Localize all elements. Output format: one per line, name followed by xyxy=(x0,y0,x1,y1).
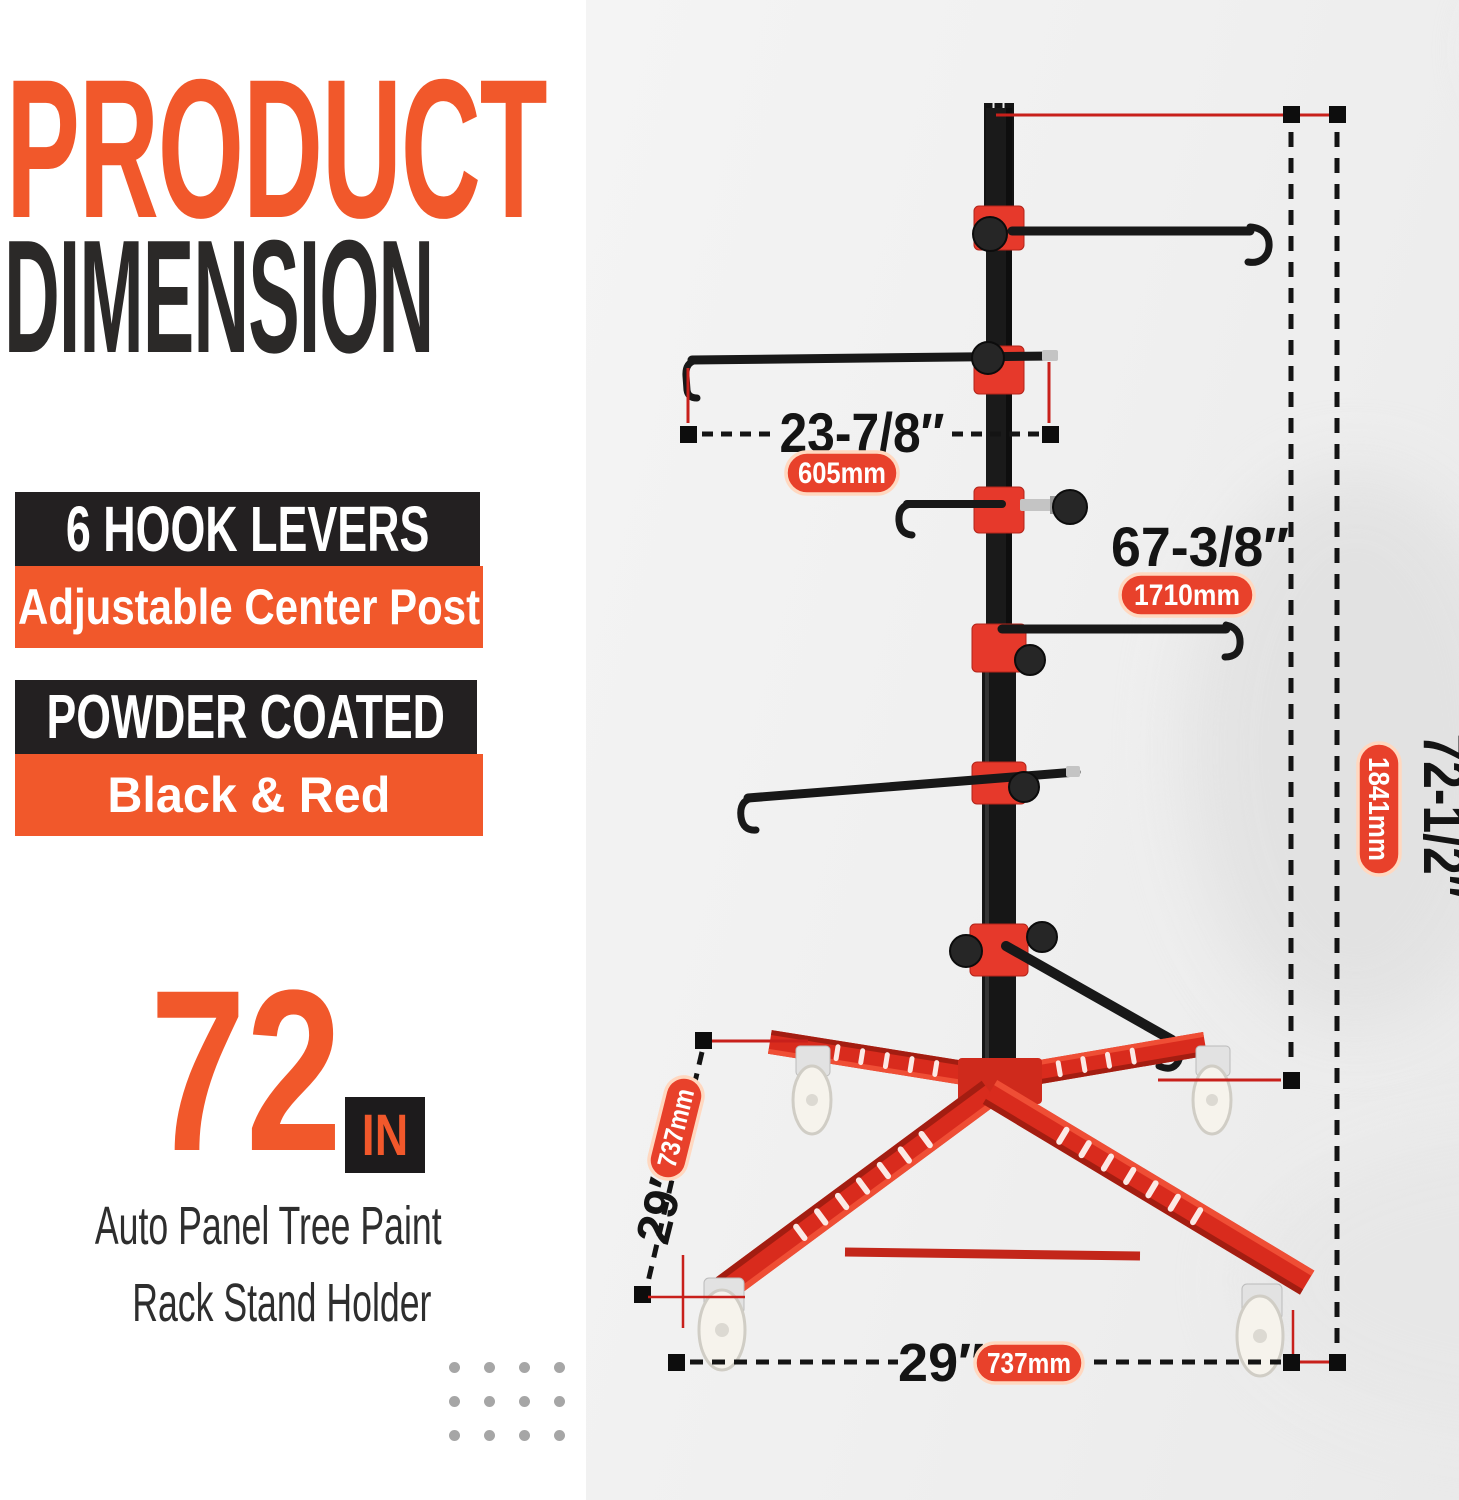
dot xyxy=(449,1362,460,1373)
page-title-line2: DIMENSION xyxy=(4,207,434,387)
dot xyxy=(554,1430,565,1441)
caster-wheel xyxy=(1235,1283,1285,1378)
background-painter-blur xyxy=(1186,470,1459,1030)
dot-grid-decoration xyxy=(449,1362,565,1441)
feature-1-subheading-bar: Adjustable Center Post xyxy=(15,566,483,648)
dot xyxy=(449,1430,460,1441)
base-width-inches: 29″ xyxy=(898,1333,984,1393)
caster-wheel xyxy=(697,1277,747,1372)
size-unit: IN xyxy=(361,1102,409,1168)
size-value: 72 xyxy=(150,942,342,1199)
dimension-total-height: 72-1/2″ 1841mm xyxy=(1356,734,1459,899)
feature-2-heading: POWDER COATED xyxy=(46,682,446,752)
caster-wheel xyxy=(1191,1045,1233,1136)
dot xyxy=(554,1362,565,1373)
dot xyxy=(519,1362,530,1373)
caster-wheel xyxy=(791,1045,833,1136)
feature-1-subheading: Adjustable Center Post xyxy=(17,579,481,635)
product-description-line1: Auto Panel Tree Paint xyxy=(94,1196,442,1256)
paint-rack-stand xyxy=(682,103,1315,1378)
feature-1-heading: 6 HOOK LEVERS xyxy=(65,493,430,565)
base-crossbar xyxy=(844,1247,1141,1261)
feature-2-subheading-bar: Black & Red xyxy=(15,754,483,836)
total-height-inches: 72-1/2″ xyxy=(1411,734,1459,899)
base-width-mm: 737mm xyxy=(987,1348,1071,1380)
dot xyxy=(449,1396,460,1407)
post-height-mm: 1710mm xyxy=(1134,579,1240,612)
adjustment-knobs xyxy=(949,216,1088,968)
dot xyxy=(554,1396,565,1407)
dimension-base-width: 29″ 737mm xyxy=(668,1310,1346,1393)
dimension-hook-span: 23-7/8″ 605mm xyxy=(680,362,1059,496)
feature-2-heading-bar: POWDER COATED xyxy=(15,680,477,754)
dot xyxy=(519,1430,530,1441)
dot xyxy=(519,1396,530,1407)
hook-span-mm: 605mm xyxy=(798,457,886,490)
feature-2-subheading: Black & Red xyxy=(107,767,391,823)
post-height-inches: 67-3/8″ xyxy=(1111,515,1289,578)
feature-1-heading-bar: 6 HOOK LEVERS xyxy=(15,492,480,566)
size-unit-box: IN xyxy=(345,1097,425,1173)
page-title-line1: PRODUCT xyxy=(6,38,548,259)
base-front-legs xyxy=(704,1079,1315,1309)
product-description: Auto Panel Tree Paint Rack Stand Holder xyxy=(15,1188,485,1342)
casters xyxy=(697,1045,1285,1378)
dot xyxy=(484,1362,495,1373)
dimension-annotations: 23-7/8″ 605mm 67-3/8″ 1710mm 72-1/2″ 184… xyxy=(627,106,1459,1393)
total-height-mm: 1841mm xyxy=(1362,757,1394,861)
dimension-post-height: 67-3/8″ 1710mm xyxy=(1111,515,1289,618)
product-description-line2: Rack Stand Holder xyxy=(132,1273,432,1333)
dot xyxy=(484,1396,495,1407)
dot xyxy=(484,1430,495,1441)
